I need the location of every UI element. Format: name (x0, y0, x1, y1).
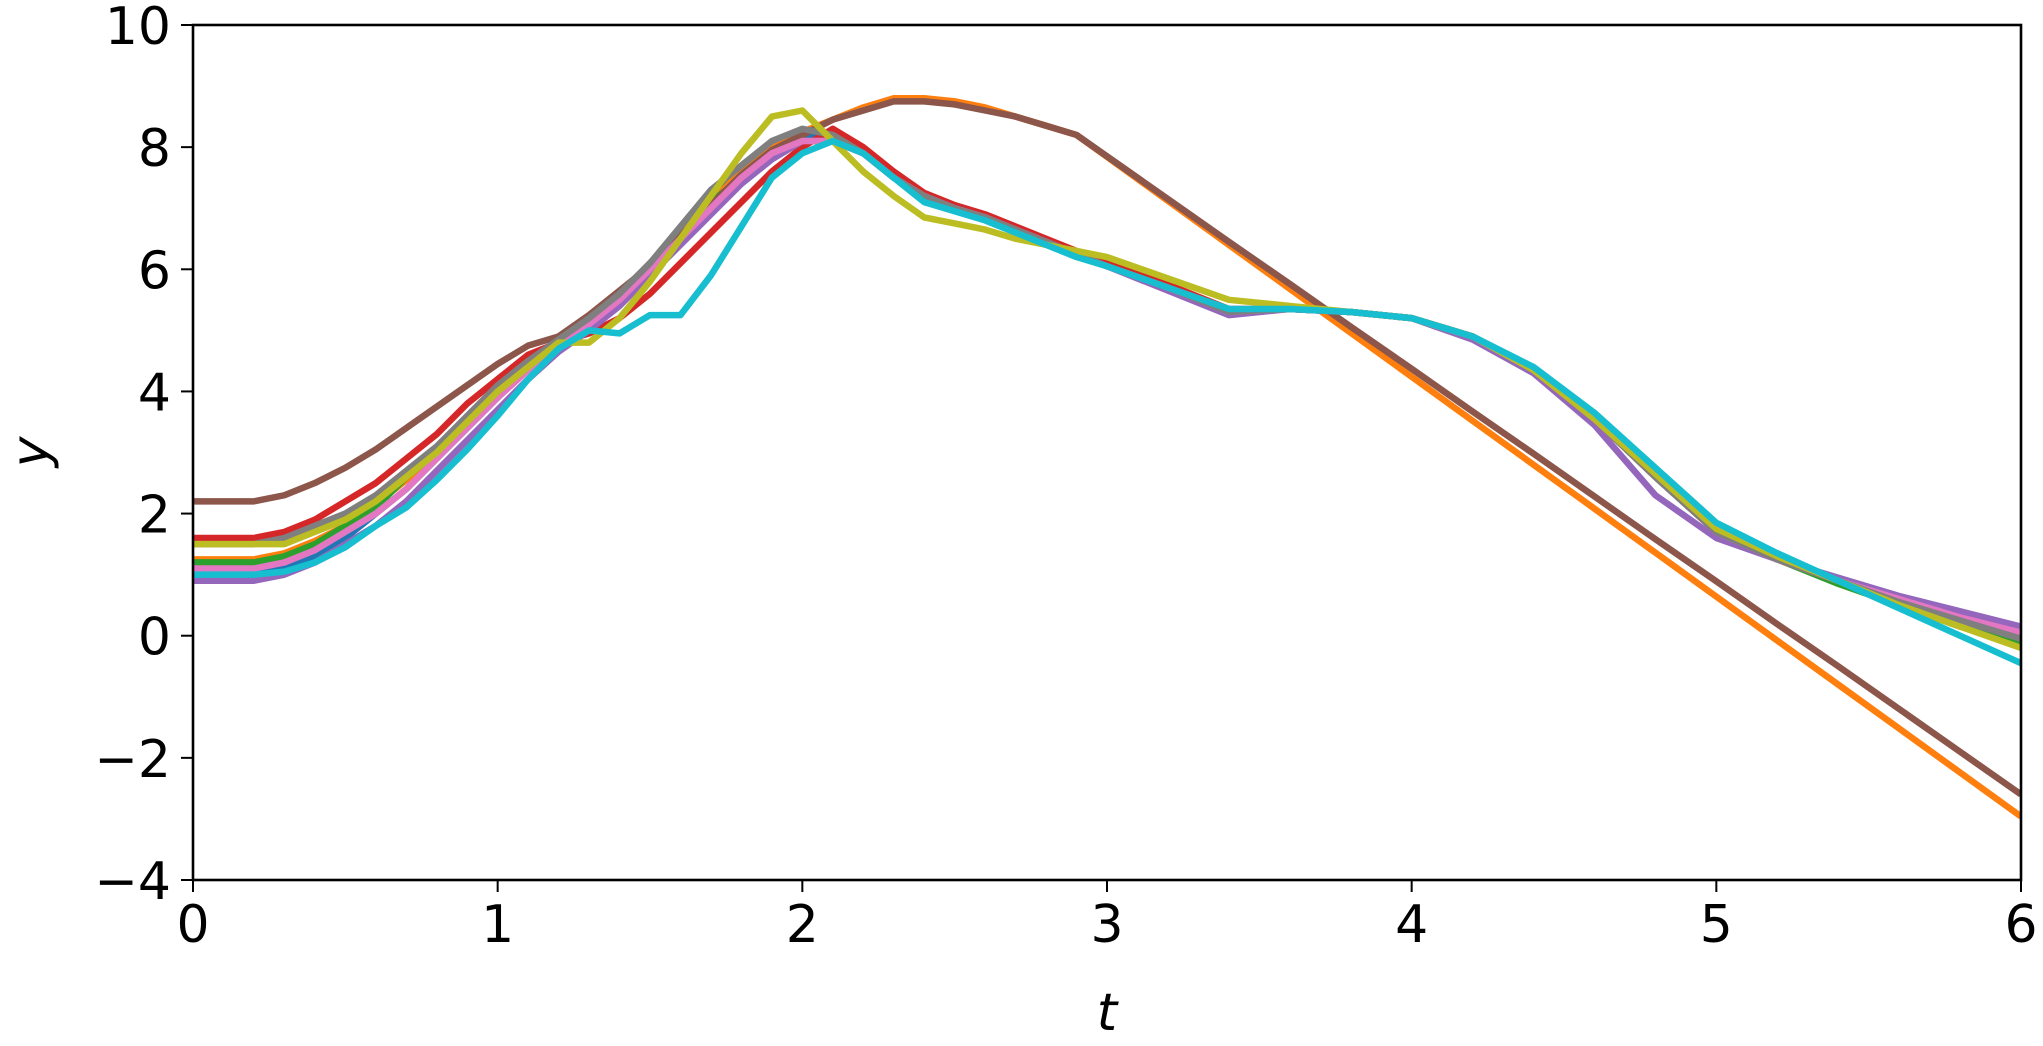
y-tick-label: 0 (138, 608, 171, 668)
x-tick-label: 0 (176, 895, 209, 955)
y-tick-label: 2 (138, 486, 171, 546)
x-tick-label: 3 (1090, 895, 1123, 955)
x-tick-label: 2 (786, 895, 819, 955)
series-line (193, 137, 2021, 667)
x-axis-label: t (1097, 983, 1119, 1042)
series-line (193, 137, 2021, 648)
y-tick-label: 4 (138, 363, 171, 423)
x-tick-label: 6 (2004, 895, 2037, 955)
series-line (193, 107, 2021, 651)
x-tick-label: 5 (1700, 895, 1733, 955)
y-axis-label: y (1, 435, 61, 469)
x-tick-label: 1 (481, 895, 514, 955)
y-tick-label: −2 (94, 730, 171, 790)
y-tick-label: 8 (138, 119, 171, 179)
y-tick-label: 10 (105, 0, 171, 57)
y-tick-label: 6 (138, 241, 171, 301)
series-line (193, 95, 2021, 820)
series-line (193, 98, 2021, 798)
x-tick-label: 4 (1395, 895, 1428, 955)
y-tick-label: −4 (94, 852, 171, 912)
